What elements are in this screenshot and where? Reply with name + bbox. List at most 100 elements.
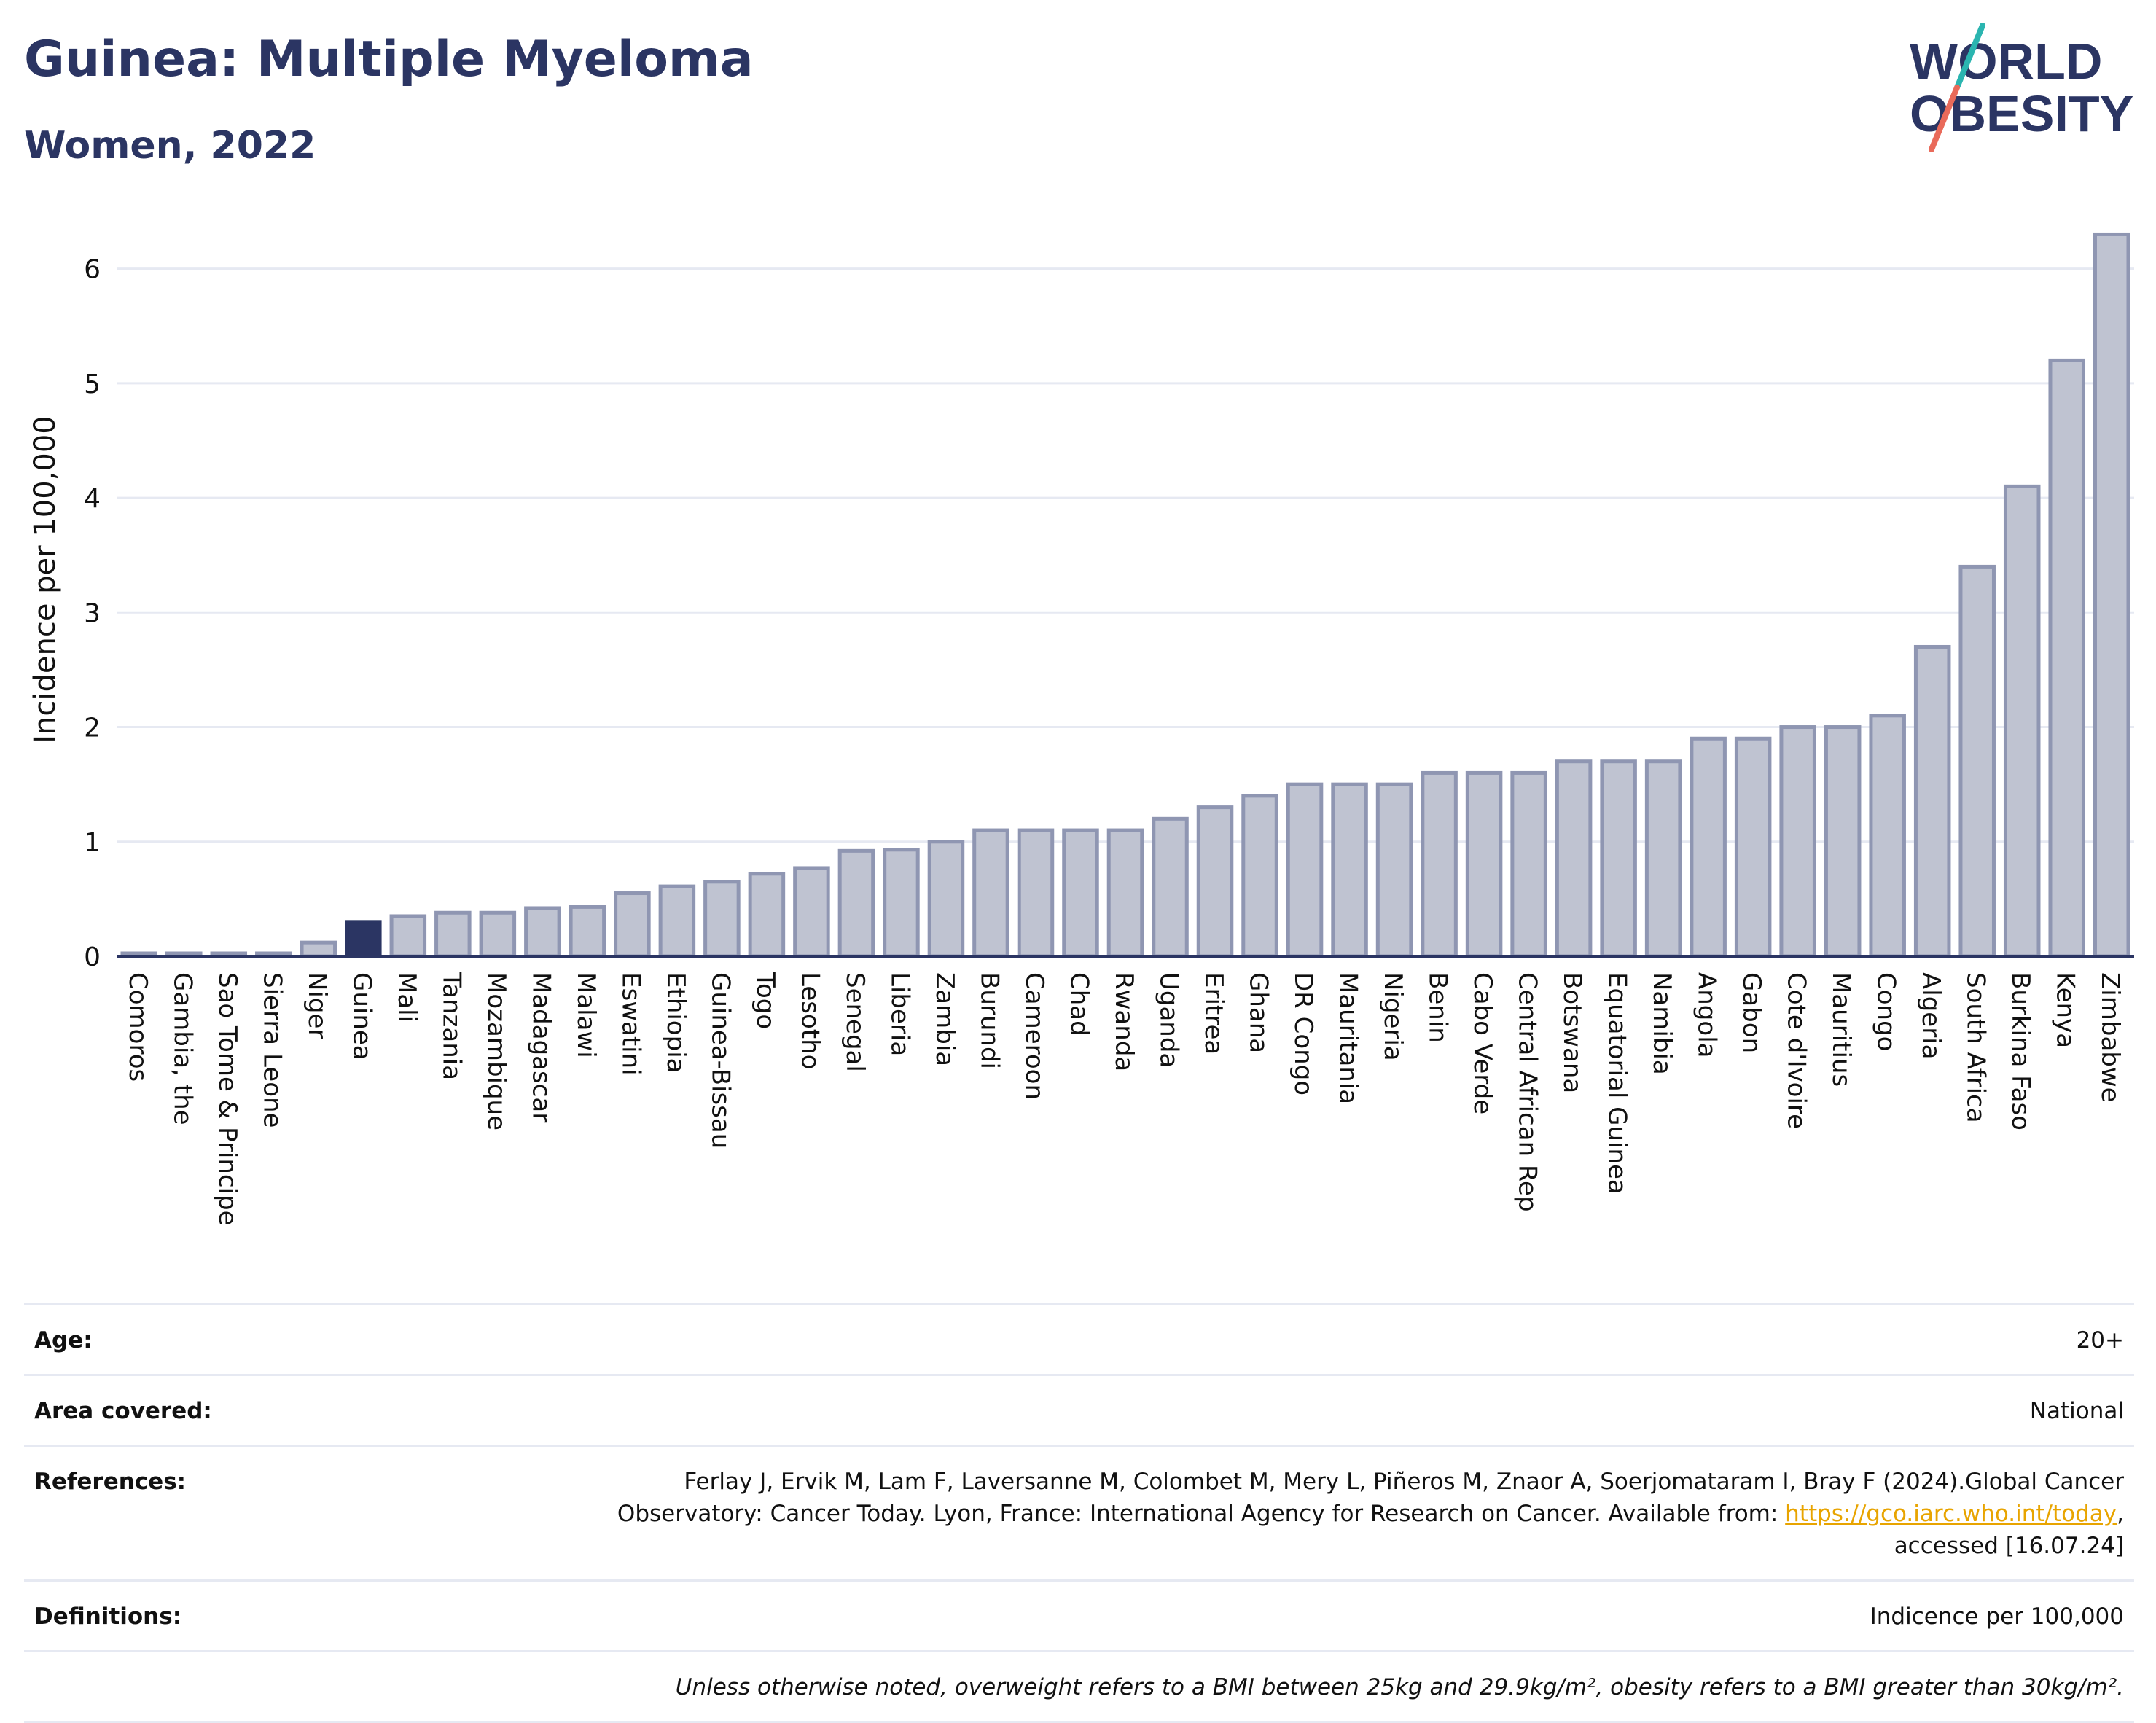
bar-malawi — [569, 905, 606, 958]
x-tick-label: Benin — [1423, 972, 1453, 1043]
info-row-note: Unless otherwise noted, overweight refer… — [24, 1650, 2134, 1723]
age-label: Age: — [34, 1327, 93, 1353]
x-tick-label: Sierra Leone — [257, 972, 286, 1128]
bar-lesotho — [793, 866, 830, 958]
x-tick-label: Comoros — [123, 972, 152, 1082]
axis-labels: 0 1 2 3 4 5 6 Comoros Gambia, the Sao Tome & Prin… — [84, 255, 2125, 1226]
x-tick-label: Namibia — [1647, 972, 1676, 1075]
x-tick-label: Nigeria — [1378, 972, 1407, 1061]
bar-madagascar — [524, 906, 561, 958]
bars — [120, 232, 2130, 958]
bar-congo — [1869, 714, 1906, 958]
x-tick-label: Burundi — [975, 972, 1004, 1069]
bar-senegal — [837, 848, 875, 958]
bmi-note: Unless otherwise noted, overweight refer… — [675, 1674, 2124, 1700]
bar-gabon — [1734, 736, 1772, 958]
bar-dr-congo — [1286, 782, 1324, 958]
x-tick-label: Cabo Verde — [1468, 972, 1497, 1114]
info-row-definitions: Definitions: Indicence per 100,000 — [24, 1579, 2134, 1650]
x-tick-label: Madagascar — [526, 972, 555, 1122]
x-tick-label: Ghana — [1244, 972, 1273, 1053]
bar-burkina-faso — [2003, 484, 2041, 958]
bar-mauritius — [1824, 725, 1862, 958]
x-tick-label: DR Congo — [1289, 972, 1318, 1095]
bar-tanzania — [434, 910, 472, 958]
bar-nigeria — [1375, 782, 1413, 958]
x-tick-label: Equatorial Guinea — [1603, 972, 1632, 1195]
x-tick-label: Central African Rep — [1513, 972, 1542, 1212]
bar-south-africa — [1958, 564, 1996, 958]
age-value: 20+ — [2076, 1327, 2124, 1353]
y-tick-label: 6 — [84, 255, 101, 285]
bar-chad — [1062, 828, 1099, 958]
references-value: Ferlay J, Ervik M, Lam F, Laversanne M, … — [593, 1466, 2124, 1562]
definitions-label: Definitions: — [34, 1603, 182, 1630]
x-tick-label: Chad — [1064, 972, 1093, 1036]
x-tick-label: Zimbabwe — [2096, 972, 2125, 1103]
y-axis-title: Incidence per 100,000 — [28, 415, 62, 743]
bar-mozambique — [479, 910, 517, 958]
x-tick-label: Burkina Faso — [2006, 972, 2035, 1130]
x-tick-label: Kenya — [2051, 972, 2080, 1048]
x-tick-label: Mauritius — [1827, 972, 1856, 1087]
x-tick-label: Lesotho — [795, 972, 824, 1069]
x-tick-label: Sao Tome & Principe — [213, 972, 242, 1226]
bar-equatorial-guinea — [1600, 759, 1637, 958]
references-link[interactable]: https://gco.iarc.who.int/today — [1785, 1501, 2117, 1527]
logo-line1: WORLD — [1910, 33, 2102, 90]
bar-cameroon — [1017, 828, 1055, 958]
x-tick-label: Liberia — [885, 972, 914, 1056]
x-tick-label: Guinea — [347, 972, 376, 1060]
bar-central-african-rep — [1510, 770, 1547, 958]
bar-niger — [300, 940, 337, 958]
bar-namibia — [1644, 759, 1682, 958]
area-value: National — [2029, 1398, 2124, 1424]
logo-slash-bottom — [1929, 85, 1960, 152]
references-label: References: — [34, 1469, 187, 1495]
x-tick-label: Uganda — [1155, 972, 1184, 1068]
info-row-area: Area covered: National — [24, 1374, 2134, 1445]
info-row-references: References: Ferlay J, Ervik M, Lam F, La… — [24, 1445, 2134, 1579]
bar-ghana — [1241, 794, 1278, 958]
bar-togo — [748, 872, 786, 958]
x-tick-label: Cote d'Ivoire — [1782, 972, 1811, 1129]
x-tick-label: Malawi — [571, 972, 601, 1058]
bar-cabo-verde — [1465, 770, 1503, 958]
x-tick-label: Ethiopia — [661, 972, 690, 1073]
page-subtitle: Women, 2022 — [24, 124, 316, 168]
x-tick-label: Angola — [1692, 972, 1722, 1058]
x-tick-label: Niger — [302, 972, 332, 1039]
bar-mauritania — [1331, 782, 1368, 958]
bar-uganda — [1152, 816, 1189, 958]
references-suffix: , accessed [16.07.24] — [1894, 1501, 2124, 1559]
bar-guinea-bissau — [703, 880, 741, 958]
bar-eritrea — [1196, 805, 1234, 958]
y-tick-label: 5 — [84, 370, 101, 399]
x-tick-label: Tanzania — [437, 972, 466, 1080]
info-table: Age: 20+ Area covered: National Referenc… — [24, 1303, 2134, 1723]
bar-algeria — [1913, 644, 1951, 958]
x-tick-label: Eswatini — [616, 972, 645, 1076]
bar-burundi — [972, 828, 1009, 958]
logo-slash-top — [1954, 23, 1985, 90]
references-text: Ferlay J, Ervik M, Lam F, Laversanne M, … — [617, 1469, 2124, 1527]
bar-zimbabwe — [2093, 232, 2130, 958]
world-obesity-logo: WORLD OBESITY — [1910, 23, 2133, 152]
y-tick-label: 1 — [84, 828, 101, 858]
x-tick-label: Mali — [392, 972, 421, 1023]
x-tick-label: Senegal — [840, 972, 870, 1072]
x-tick-label: Rwanda — [1109, 972, 1138, 1071]
bar-liberia — [883, 848, 920, 958]
info-row-age: Age: 20+ — [24, 1303, 2134, 1374]
x-tick-label: Botswana — [1558, 972, 1587, 1093]
definitions-value: Indicence per 100,000 — [1870, 1603, 2124, 1630]
x-tick-label: South Africa — [1961, 972, 1991, 1123]
y-tick-label: 3 — [84, 598, 101, 628]
x-tick-label: Cameroon — [1020, 972, 1049, 1100]
bar-kenya — [2048, 358, 2085, 958]
bar-guinea — [345, 920, 382, 958]
x-tick-label: Guinea-Bissau — [706, 972, 735, 1149]
bar-ethiopia — [658, 884, 696, 958]
y-tick-label: 0 — [84, 942, 101, 972]
bar-cote-d-ivoire — [1779, 725, 1816, 958]
